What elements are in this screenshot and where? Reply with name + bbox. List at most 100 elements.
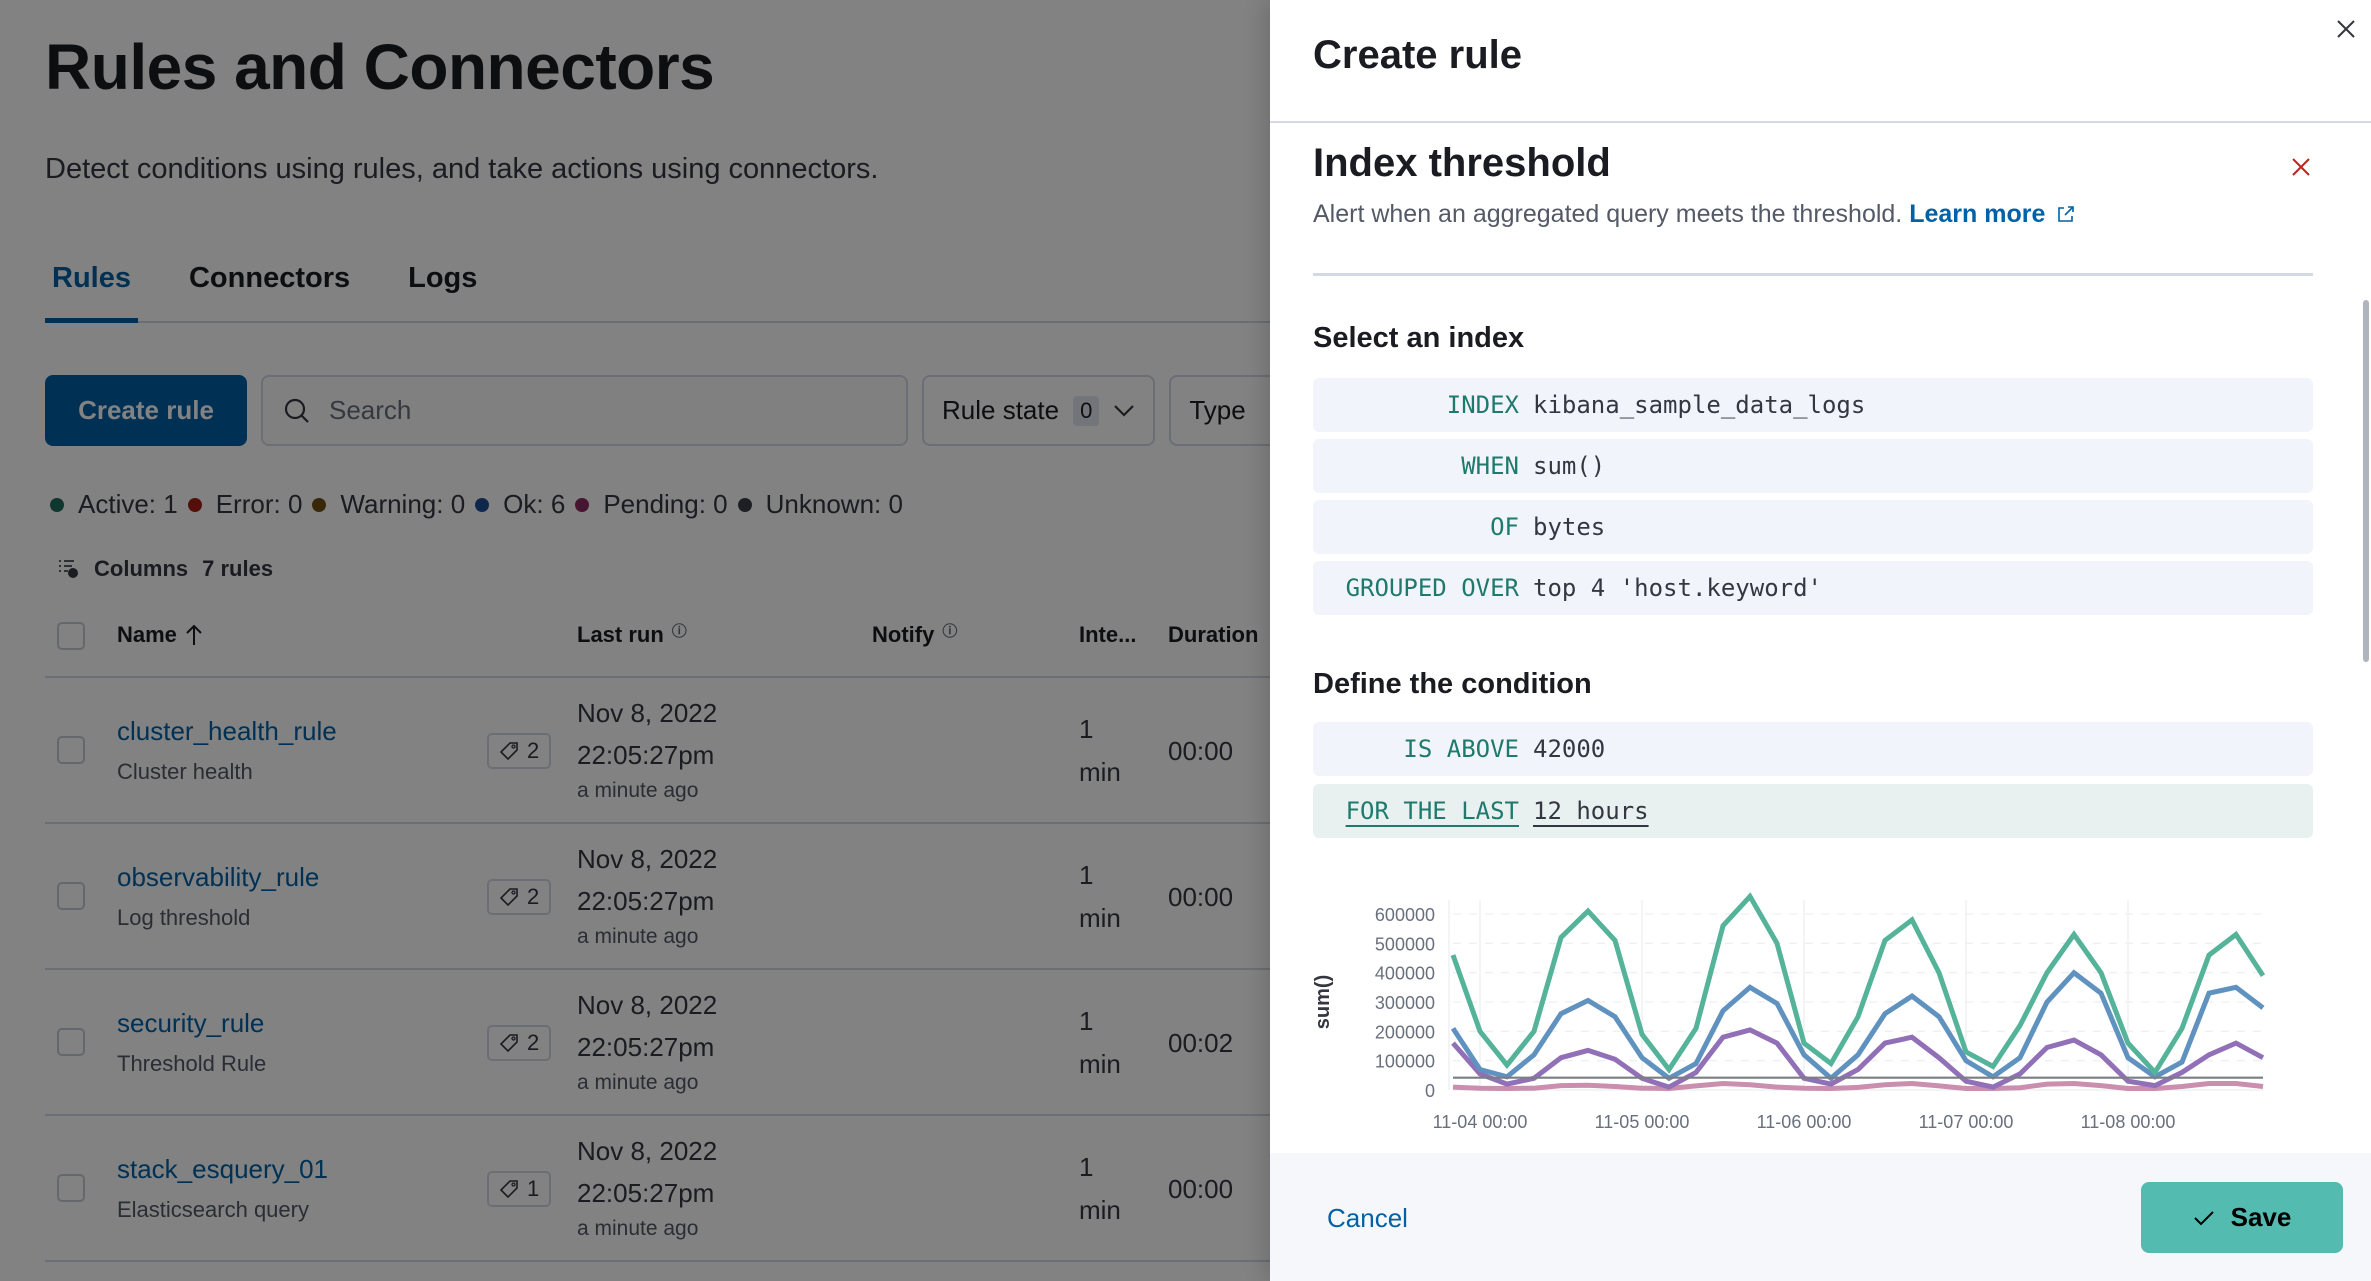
svg-text:sum(): sum() [1313,975,1334,1029]
threshold-expression[interactable]: IS ABOVE 42000 [1313,722,2313,776]
rule-type: Log threshold [117,905,251,930]
status-warning: Warning: 0 [312,489,465,520]
cancel-button[interactable]: Cancel [1327,1203,1408,1233]
search-field[interactable] [261,375,908,446]
row-checkbox[interactable] [57,1028,85,1056]
status-dot-icon [187,497,202,512]
rule-name-link[interactable]: cluster_health_rule [117,716,337,746]
rule-type-title: Index threshold [1313,141,1611,185]
rule-name-link[interactable]: security_rule [117,1008,265,1038]
interval-unit: min [1079,757,1121,787]
status-dot-icon [737,497,752,512]
table-row: observability_rule Log threshold 2 Nov 8… [45,824,2371,970]
interval-value: 1 [1079,860,1094,890]
status-dot-icon [575,497,590,512]
help-icon: ⓘ [942,622,958,640]
flyout-scrollbar[interactable] [2363,300,2369,662]
table-row: cluster_health_rule Cluster health 2 Nov… [45,678,2371,824]
interval-value: 1 [1079,714,1094,744]
duration-value: 00:00 [1168,882,1234,912]
svg-text:200000: 200000 [1375,1022,1435,1042]
svg-text:600000: 600000 [1375,905,1435,925]
save-button[interactable]: Save [2141,1182,2343,1253]
search-input[interactable] [329,395,889,426]
last-run-relative: a minute ago [577,1217,699,1240]
when-expression[interactable]: WHEN sum() [1313,439,2313,493]
tags-badge[interactable]: 2 [487,733,552,769]
last-run-time: 22:05:27pm [577,740,715,770]
check-icon [2193,1210,2214,1225]
rule-state-label: Rule state [942,395,1060,425]
status-error: Error: 0 [187,489,302,520]
status-dot-icon [475,497,490,512]
column-header-notify[interactable]: Notify ⓘ [872,622,957,648]
create-rule-flyout: Create rule Index threshold Alert when a… [1270,0,2371,1281]
tag-icon [499,1180,518,1199]
rule-name-link[interactable]: observability_rule [117,862,320,892]
table-header: Name Last run ⓘ Notify ⓘ Inte... Duration [45,600,2371,678]
tags-badge[interactable]: 2 [487,1025,552,1061]
rule-status-summary: Active: 1 Error: 0 Warning: 0 Ok: 6 Pend… [50,489,913,520]
group-by-expression[interactable]: GROUPED OVER top 4 'host.keyword' [1313,561,2313,615]
tab-connectors[interactable]: Connectors [188,262,351,294]
last-run-relative: a minute ago [577,925,699,948]
interval-value: 1 [1079,1006,1094,1036]
close-icon[interactable] [2331,14,2361,44]
of-expression[interactable]: OF bytes [1313,500,2313,554]
tag-icon [499,742,518,761]
svg-text:11-05 00:00: 11-05 00:00 [1595,1112,1690,1132]
rule-name-link[interactable]: stack_esquery_01 [117,1154,329,1184]
status-dot-icon [50,497,64,512]
help-icon: ⓘ [671,622,687,640]
learn-more-link[interactable]: Learn more [1909,200,2076,228]
tab-rules[interactable]: Rules [45,255,138,323]
svg-text:11-08 00:00: 11-08 00:00 [2081,1112,2176,1132]
sort-ascending-icon [186,624,202,645]
rule-type: Threshold Rule [117,1051,267,1076]
last-run-time: 22:05:27pm [577,1178,715,1208]
tags-badge[interactable]: 1 [487,1171,552,1207]
column-header-interval[interactable]: Inte... [1079,622,1137,647]
rules-table: Name Last run ⓘ Notify ⓘ Inte... Duration … [45,600,2371,1262]
column-header-duration[interactable]: Duration [1168,622,1259,647]
row-checkbox[interactable] [57,736,85,764]
index-expression[interactable]: INDEX kibana_sample_data_logs [1313,378,2313,432]
tab-logs[interactable]: Logs [408,262,478,294]
svg-text:0: 0 [1425,1081,1435,1101]
svg-text:11-07 00:00: 11-07 00:00 [1919,1112,2014,1132]
search-icon [284,398,309,423]
external-link-icon [2058,206,2075,222]
remove-rule-type-icon[interactable] [2289,155,2313,179]
duration-value: 00:00 [1168,1174,1234,1204]
svg-text:500000: 500000 [1375,934,1435,954]
modal-overlay[interactable] [0,0,1270,1281]
tag-icon [499,1034,518,1053]
rule-state-count: 0 [1073,395,1100,426]
columns-button[interactable]: Columns [94,556,189,581]
create-rule-button[interactable]: Create rule [45,375,247,446]
time-window-expression[interactable]: FOR THE LAST 12 hours [1313,784,2313,838]
last-run-relative: a minute ago [577,779,699,802]
table-row: security_rule Threshold Rule 2 Nov 8, 20… [45,970,2371,1116]
rule-type: Cluster health [117,759,253,784]
rules-toolbar: Create rule Rule state 0 Type [45,375,1310,446]
column-header-name[interactable]: Name [117,622,203,648]
row-checkbox[interactable] [57,1174,85,1202]
status-unknown: Unknown: 0 [737,489,903,520]
tag-icon [499,888,518,907]
condition-section-title: Define the condition [1313,668,1592,700]
status-ok: Ok: 6 [475,489,565,520]
select-all-checkbox[interactable] [57,622,85,650]
flyout-title: Create rule [1313,33,1522,77]
svg-text:400000: 400000 [1375,964,1435,984]
row-checkbox[interactable] [57,882,85,910]
rule-state-filter[interactable]: Rule state 0 [922,375,1156,446]
page-title: Rules and Connectors [45,31,715,103]
last-run-date: Nov 8, 2022 [577,1136,718,1166]
last-run-date: Nov 8, 2022 [577,844,718,874]
column-header-last-run[interactable]: Last run ⓘ [577,622,687,648]
interval-value: 1 [1079,1152,1094,1182]
status-active: Active: 1 [50,489,178,520]
tags-badge[interactable]: 2 [487,879,552,915]
interval-unit: min [1079,1049,1121,1079]
